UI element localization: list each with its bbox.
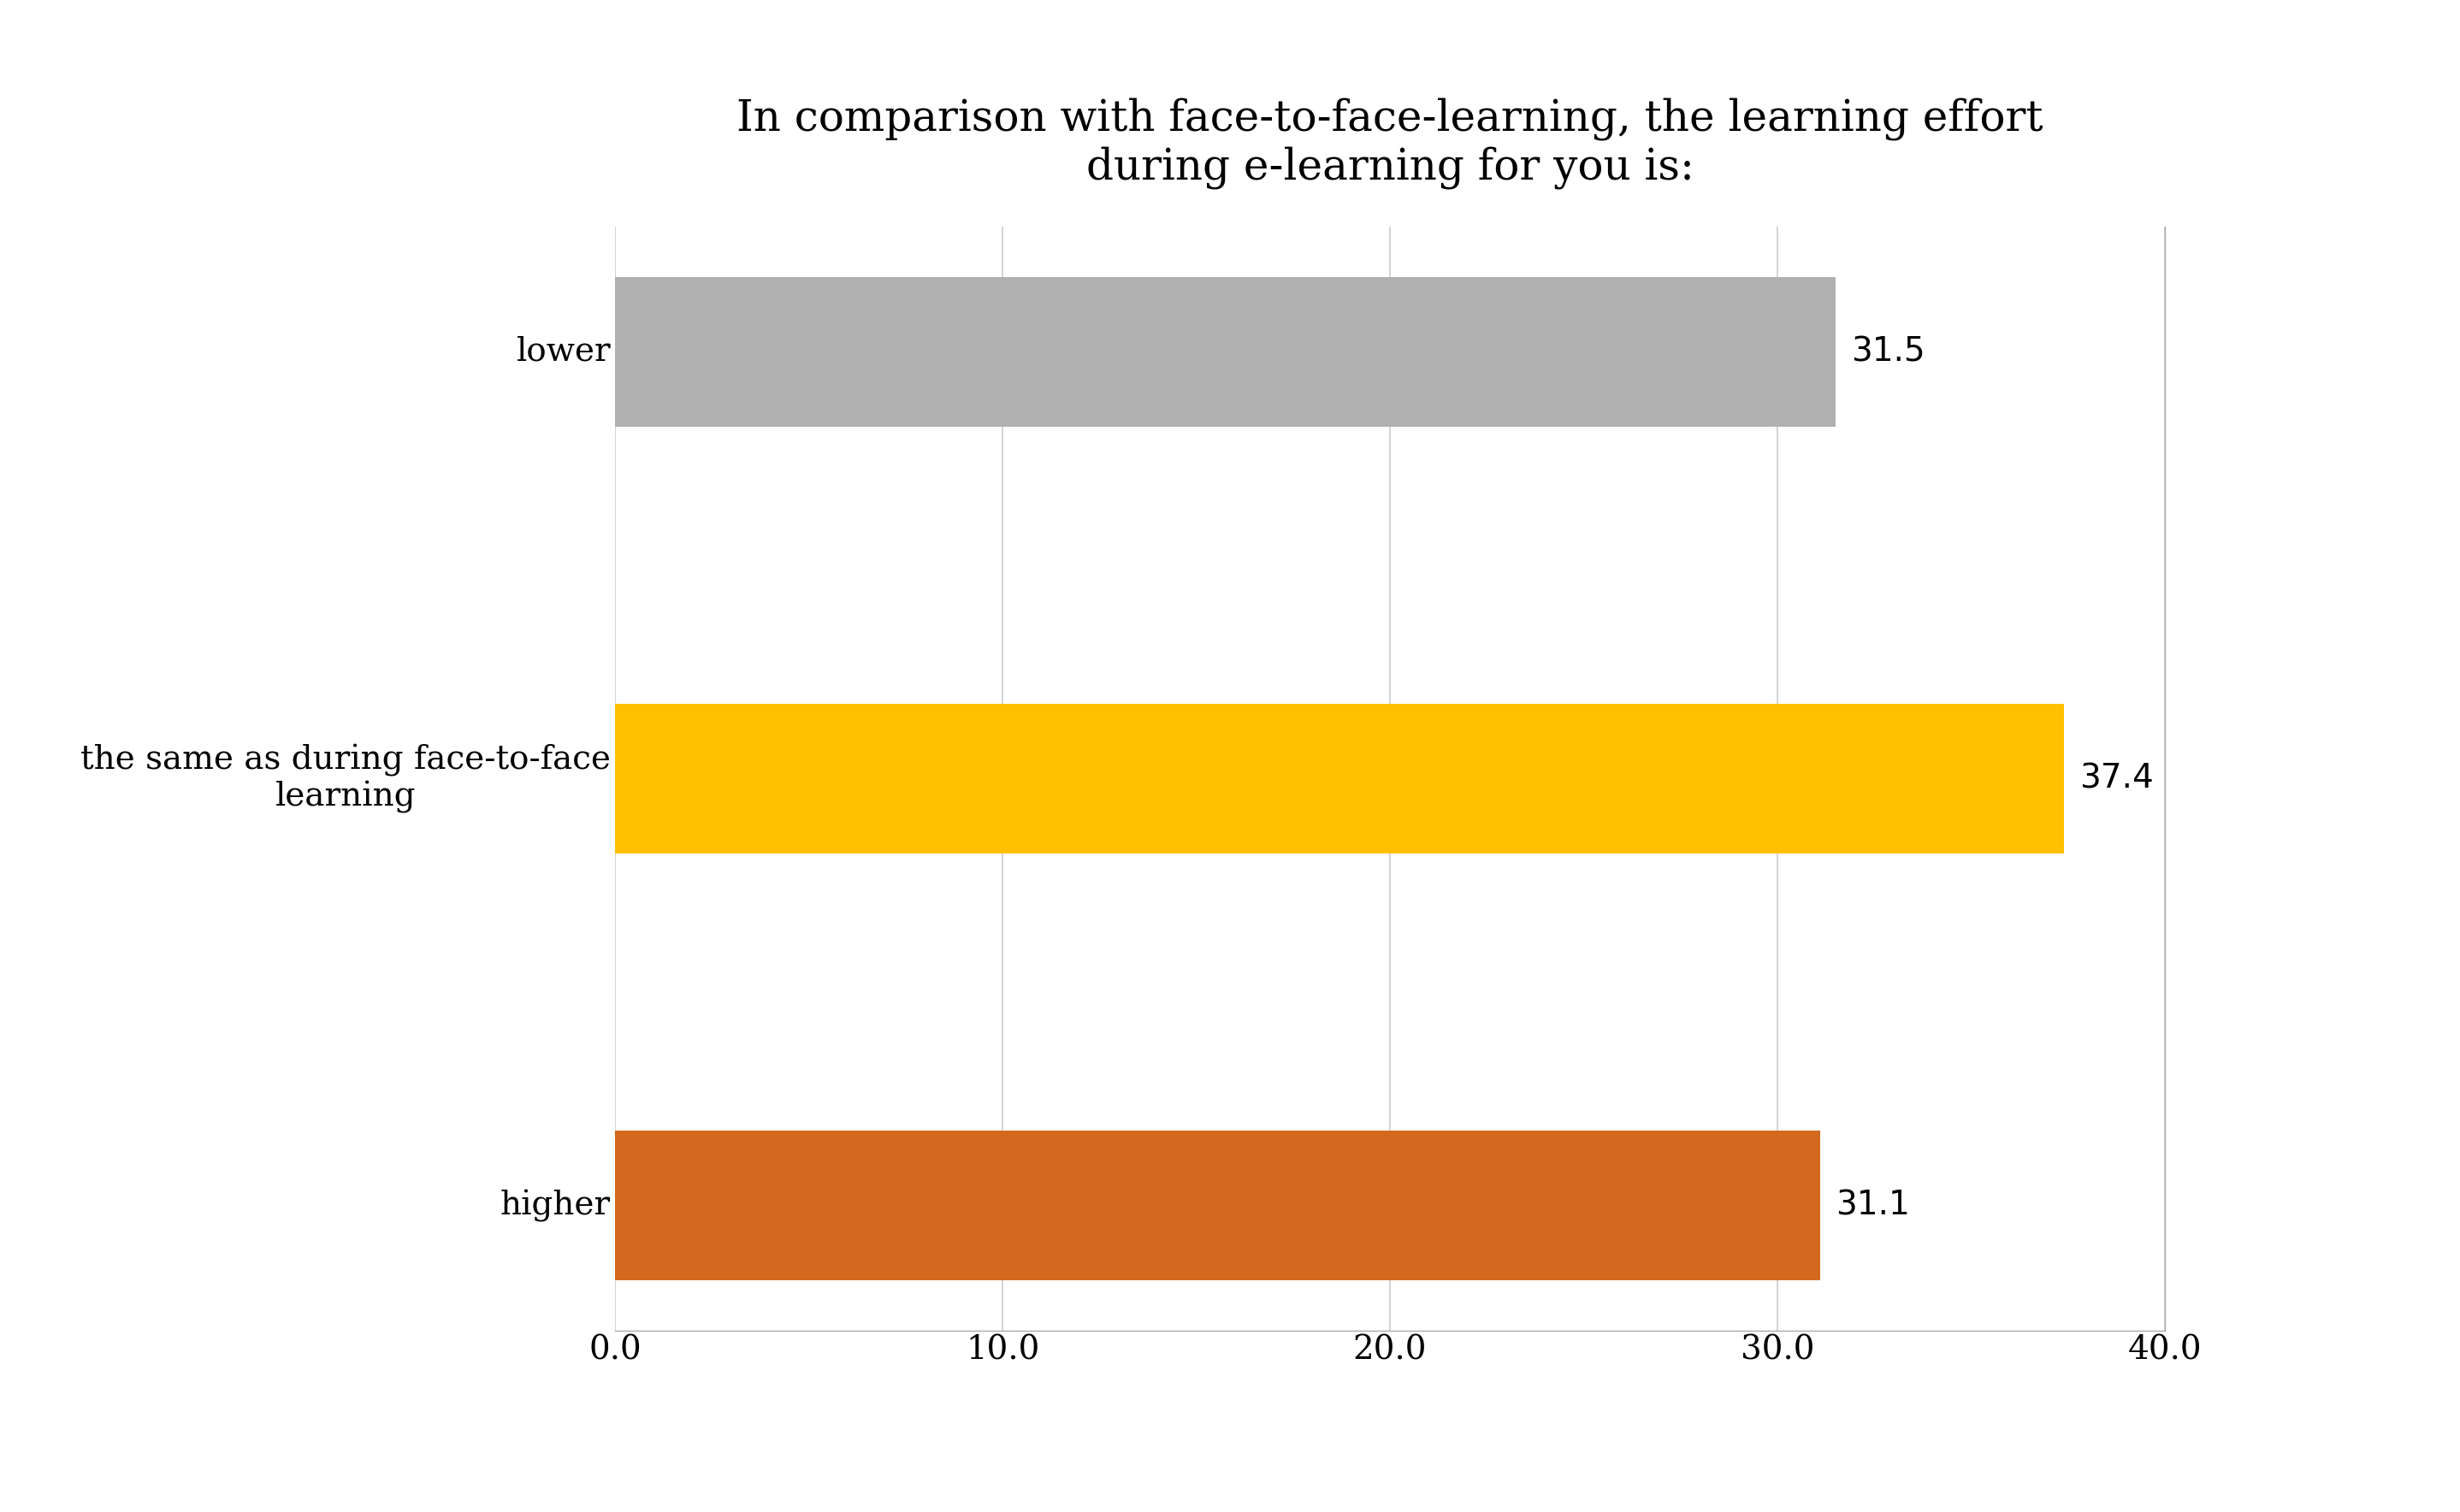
Text: 37.4: 37.4 — [2079, 762, 2155, 795]
Bar — [615, 1131, 1820, 1281]
Title: In comparison with face-to-face-learning, the learning effort
during e-learning : In comparison with face-to-face-learning… — [736, 97, 2044, 189]
Bar — [615, 277, 1835, 426]
Text: 31.1: 31.1 — [1835, 1190, 1909, 1222]
Text: 31.5: 31.5 — [1850, 336, 1926, 367]
Bar — [615, 705, 2064, 853]
